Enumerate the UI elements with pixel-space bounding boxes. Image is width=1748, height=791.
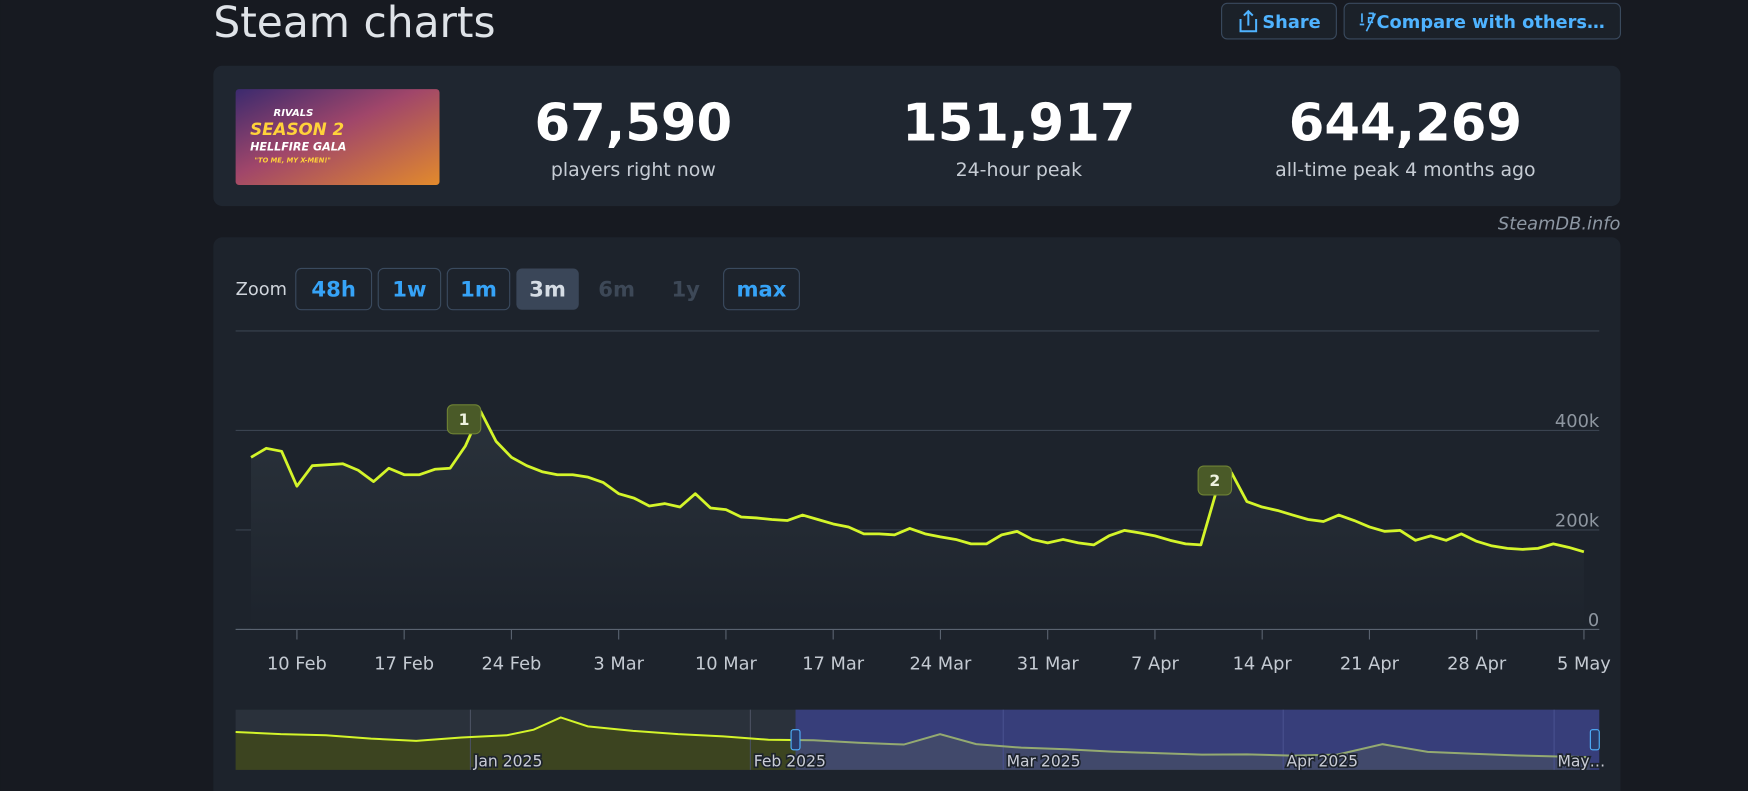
zoom-button-label: 1y — [671, 276, 700, 301]
share-icon — [1239, 9, 1258, 33]
thumbnail-text: RIVALS — [274, 108, 314, 119]
source-label: SteamDB.info — [1498, 214, 1621, 235]
compare-icon — [1359, 12, 1377, 32]
navigator-label: Mar 2025 — [1007, 752, 1081, 770]
x-tick-label: 14 Apr — [1233, 654, 1293, 675]
header-button[interactable] — [1343, 2, 1621, 40]
stat-value: 67,590 — [534, 93, 732, 153]
header-button-label[interactable]: Share — [1262, 12, 1320, 33]
thumbnail-text: "TO ME, MY X-MEN!" — [255, 157, 331, 165]
x-tick-label: 21 Apr — [1340, 654, 1400, 675]
x-tick-label: 17 Mar — [802, 654, 865, 675]
x-tick-label: 10 Feb — [267, 654, 327, 675]
y-tick-label: 200k — [1555, 511, 1600, 532]
stat-label: players right now — [551, 159, 716, 181]
x-tick-label: 10 Mar — [695, 654, 758, 675]
x-tick-label: 28 Apr — [1447, 654, 1507, 675]
navigator-handle[interactable] — [790, 729, 801, 751]
x-tick-label: 7 Apr — [1131, 654, 1179, 675]
zoom-button[interactable] — [446, 267, 511, 311]
navigator-label: Apr 2025 — [1287, 752, 1359, 770]
zoom-button-label[interactable]: 1w — [392, 276, 426, 301]
flag[interactable] — [1197, 465, 1233, 496]
navigator-handle[interactable] — [1589, 729, 1600, 751]
navigator-area — [235, 717, 1591, 770]
zoom-button-label: 6m — [598, 276, 635, 301]
zoom-button-label[interactable]: 1m — [460, 276, 497, 301]
chart-panel — [213, 237, 1621, 791]
x-tick-label: 24 Feb — [481, 654, 541, 675]
zoom-button[interactable] — [377, 267, 442, 311]
navigator-label: Feb 2025 — [754, 752, 826, 770]
zoom-button[interactable] — [295, 267, 373, 311]
stats-panel — [213, 65, 1621, 207]
x-tick-label: 31 Mar — [1017, 654, 1080, 675]
header-button-label[interactable]: Compare with others… — [1376, 12, 1604, 33]
navigator-label: May… — [1557, 752, 1605, 770]
game-thumbnail — [235, 89, 440, 185]
x-tick-label: 3 Mar — [593, 654, 644, 675]
x-tick-label: 24 Mar — [909, 654, 972, 675]
flag-label[interactable]: 1 — [459, 411, 470, 429]
zoom-button[interactable] — [723, 267, 800, 311]
zoom-button-label[interactable]: max — [736, 276, 786, 301]
stat-label: all-time peak 4 months ago — [1275, 159, 1535, 181]
flag-label[interactable]: 2 — [1209, 472, 1220, 490]
stat-label: 24-hour peak — [956, 159, 1083, 181]
flag[interactable] — [446, 404, 482, 435]
zoom-label: Zoom — [236, 279, 287, 300]
area-fill — [250, 411, 1584, 630]
zoom-button-label[interactable]: 48h — [311, 276, 356, 301]
x-tick-label: 17 Feb — [374, 654, 434, 675]
zoom-button[interactable] — [516, 268, 579, 310]
x-tick-label: 5 May — [1557, 654, 1611, 675]
navigator-line — [235, 716, 1591, 759]
zoom-button-label[interactable]: 3m — [529, 276, 566, 301]
thumbnail-text: HELLFIRE GALA — [250, 140, 346, 153]
navigator-label: Jan 2025 — [473, 752, 543, 770]
y-tick-label: 0 — [1588, 610, 1599, 631]
stat-value: 644,269 — [1289, 93, 1522, 153]
thumbnail-text: SEASON 2 — [250, 119, 344, 139]
y-tick-label: 400k — [1555, 411, 1600, 432]
page-title: Steam charts — [213, 0, 495, 47]
navigator-selection[interactable] — [795, 709, 1600, 770]
stat-value: 151,917 — [902, 93, 1135, 153]
